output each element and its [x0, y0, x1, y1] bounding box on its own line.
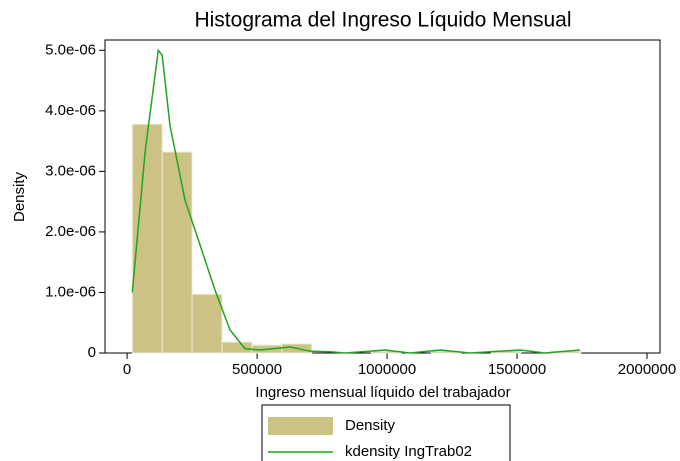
density-line	[131, 48, 580, 354]
x-tick-label: 2000000	[618, 361, 676, 378]
bar	[161, 151, 193, 354]
legend-label: kdensity IngTrab02	[345, 443, 472, 460]
y-axis-label: Density	[11, 171, 28, 222]
x-tick-label: 1500000	[488, 361, 546, 378]
bar	[191, 293, 223, 354]
y-tick-label: 5.0e-06	[45, 41, 96, 58]
x-axis-label: Ingreso mensual líquido del trabajador	[255, 384, 510, 401]
y-tick-label: 3.0e-06	[45, 162, 96, 179]
y-tick-label: 0	[88, 344, 96, 361]
legend-label: Density	[345, 417, 396, 434]
chart-title: Histograma del Ingreso Líquido Mensual	[194, 9, 571, 32]
y-tick-label: 4.0e-06	[45, 102, 96, 119]
bar	[221, 341, 253, 354]
y-tick-label: 1.0e-06	[45, 283, 96, 300]
x-tick-label: 0	[123, 361, 131, 378]
legend-swatch	[268, 417, 333, 435]
x-tick-label: 500000	[232, 361, 282, 378]
x-tick-label: 1000000	[358, 361, 416, 378]
y-tick-label: 2.0e-06	[45, 223, 96, 240]
